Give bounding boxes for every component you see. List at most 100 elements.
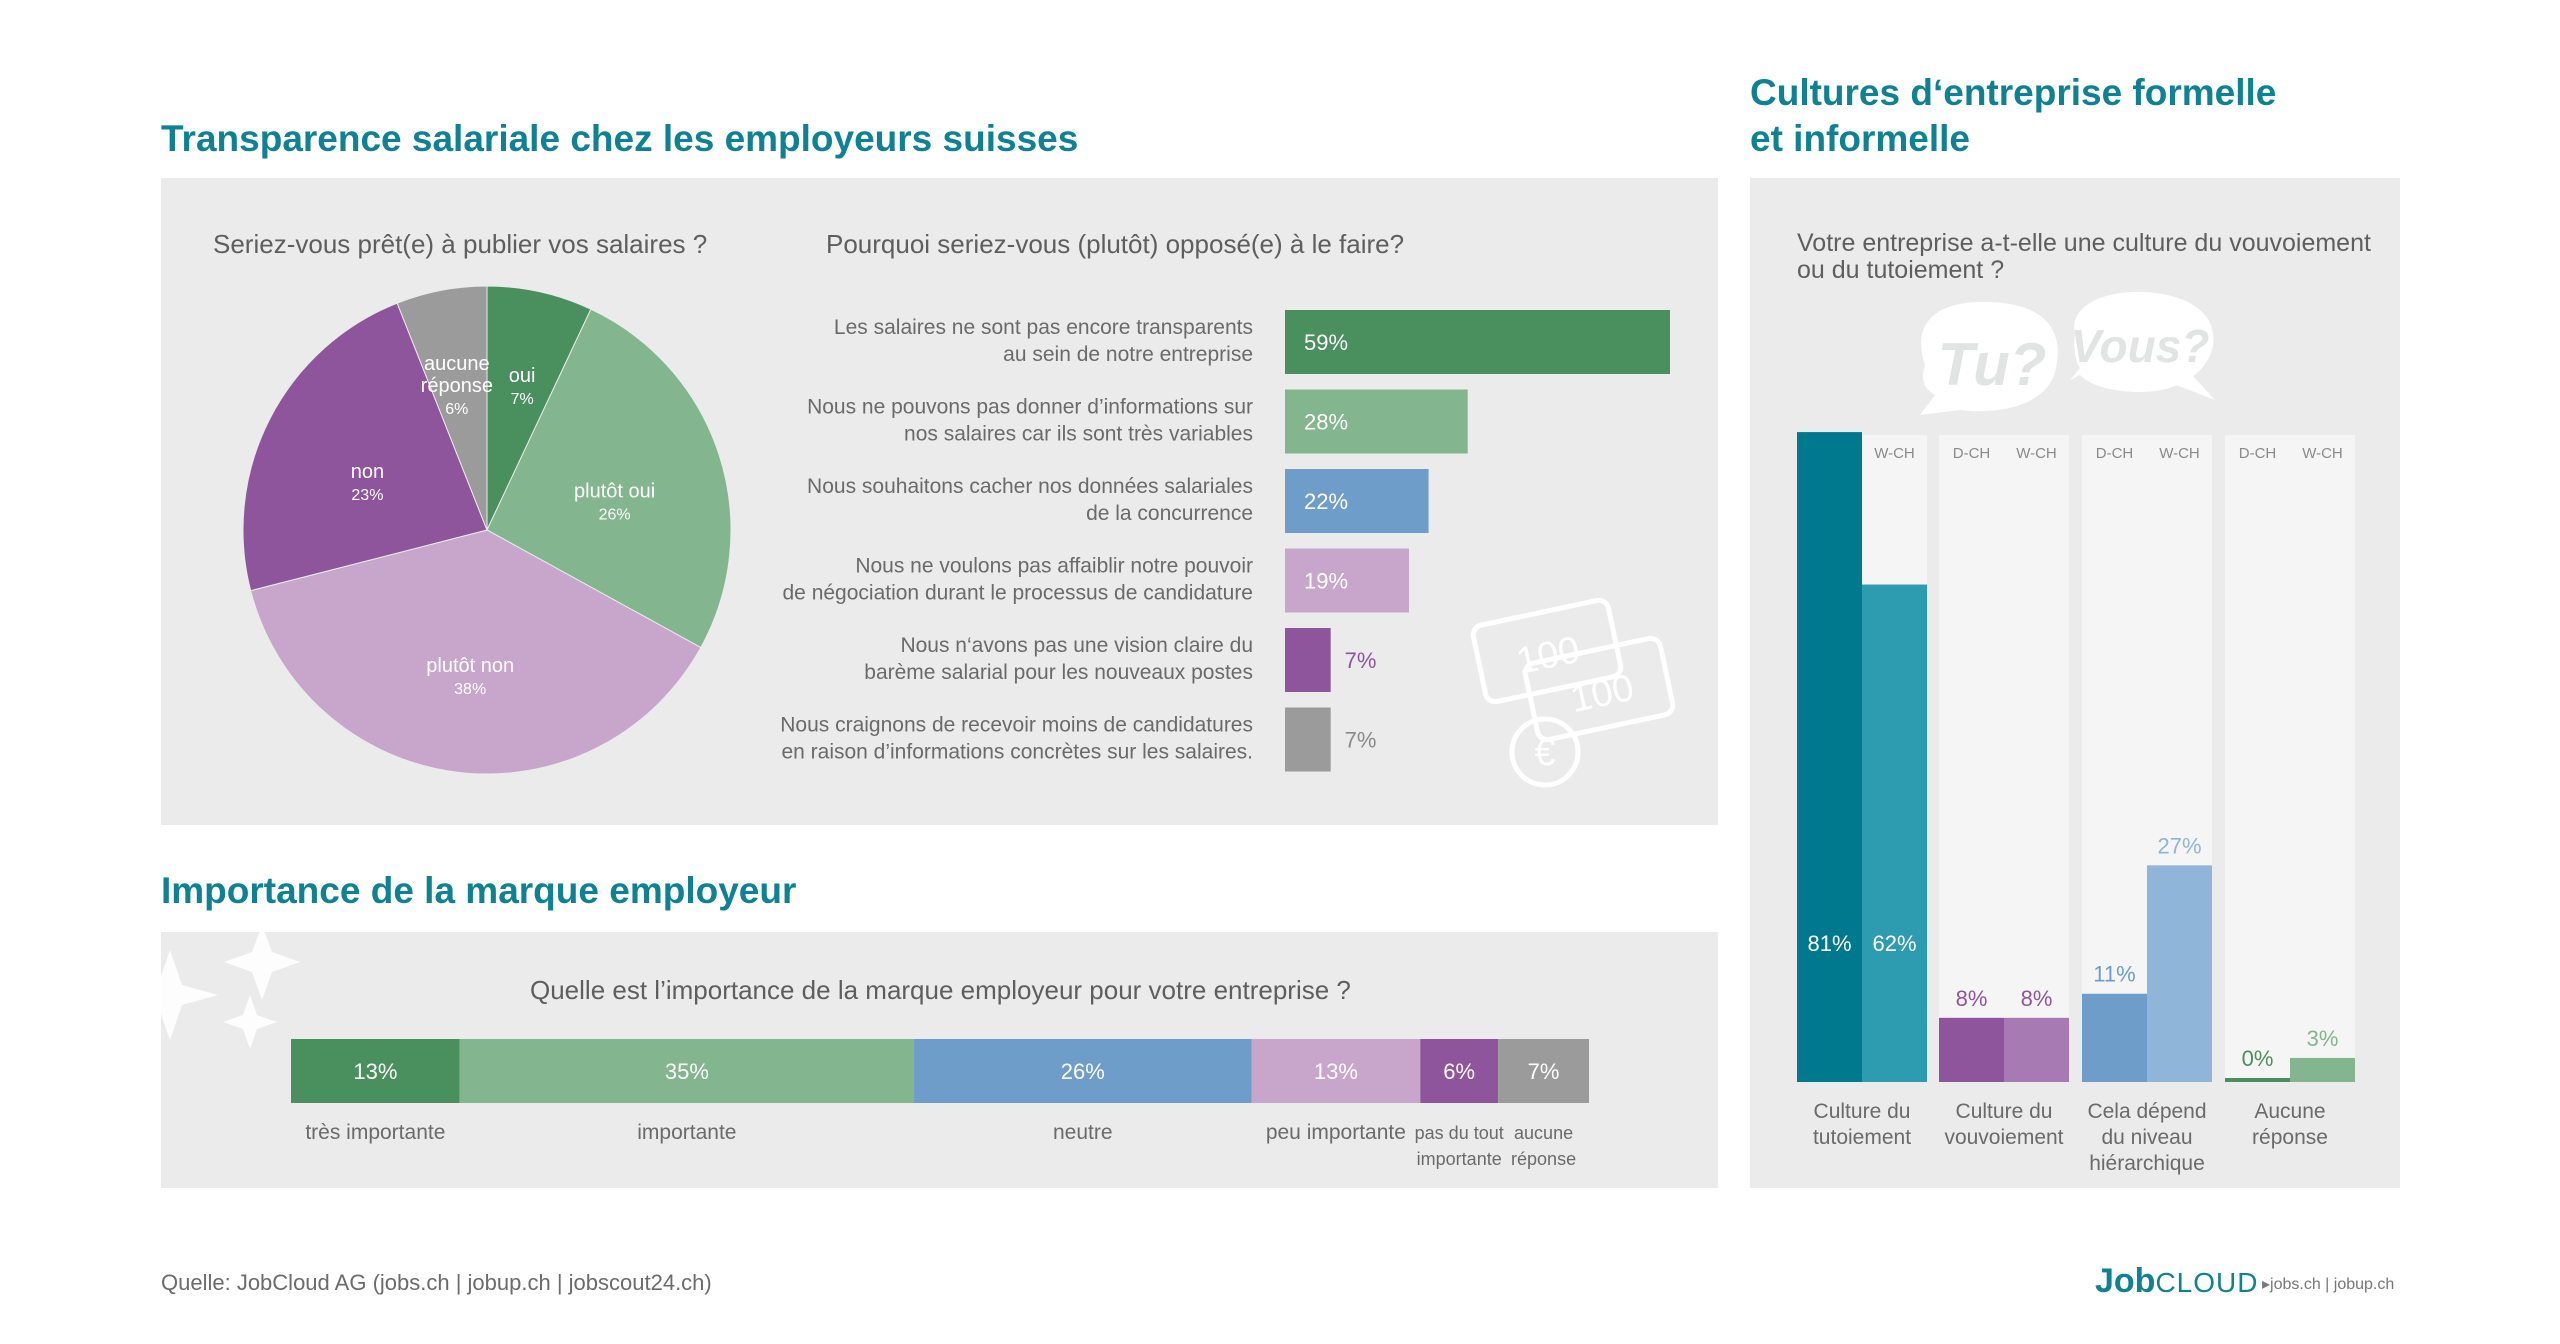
- segment-4: [1420, 1039, 1499, 1103]
- bar-label-2-1: de la concurrence: [1086, 502, 1253, 525]
- bar-label-0-0: Les salaires ne sont pas encore transpar…: [834, 316, 1253, 339]
- pie-value-2: 38%: [454, 681, 486, 698]
- bar-0: [1285, 310, 1670, 374]
- pie-value-1: 26%: [599, 507, 631, 524]
- title-transparency: Transparence salariale chez les employeu…: [161, 118, 1079, 159]
- stars-decoration: [122, 925, 300, 1049]
- pie-slice-0: [486, 285, 592, 531]
- reasons-bar-chart: 59% Les salaires ne sont pas encore trans…: [780, 310, 1670, 772]
- culture-bar-3-1: [2290, 1057, 2355, 1082]
- logo-job: Job: [2095, 1262, 2156, 1300]
- pie-value-3: 23%: [351, 487, 383, 504]
- bar-value-2: 22%: [1304, 489, 1348, 514]
- source-footer: Quelle: JobCloud AG (jobs.ch | jobup.ch …: [161, 1270, 712, 1295]
- pie-slice-3: [242, 302, 488, 592]
- money-note-2: 100: [1567, 667, 1638, 721]
- bar-label-1-0: Nous ne pouvons pas donner d’information…: [807, 396, 1253, 419]
- culture-column-bg-3: [2225, 435, 2355, 1082]
- segment-value-4: 6%: [1443, 1059, 1475, 1084]
- segment-label-4-1: importante: [1417, 1149, 1502, 1169]
- culture-bar-0-0: [1797, 432, 1862, 1082]
- bar-value-1: 28%: [1304, 410, 1348, 435]
- bubble-tu: [1920, 301, 2058, 415]
- culture-bar-3-0: [2225, 1078, 2290, 1082]
- culture-value-1-0: 8%: [1956, 986, 1988, 1011]
- culture-label-1-1: vouvoiement: [1944, 1126, 2063, 1149]
- money-note-1: 100: [1513, 629, 1584, 683]
- segment-5: [1498, 1039, 1589, 1103]
- culture-value-1-1: 8%: [2021, 986, 2053, 1011]
- pie-slice-2: [250, 529, 702, 775]
- title-culture: Cultures d‘entreprise formelle et inform…: [1750, 70, 2276, 162]
- culture-value-0-1: 62%: [1872, 931, 1916, 956]
- bar-value-5: 7%: [1345, 728, 1377, 753]
- bar-2: [1285, 469, 1429, 533]
- logo-cloud: CLOUD: [2155, 1267, 2259, 1298]
- culture-label-3-0: Aucune: [2254, 1100, 2325, 1123]
- pie-chart: oui 7% plutôt oui 26% plutôt non 38% non 23% auc…: [242, 285, 732, 775]
- segment-label-1-0: importante: [637, 1121, 736, 1144]
- culture-label-0-0: Culture du: [1814, 1100, 1911, 1123]
- segment-label-2-0: neutre: [1053, 1121, 1113, 1144]
- culture-value-3-0: 0%: [2242, 1046, 2274, 1071]
- culture-bar-1-1: [2004, 1017, 2069, 1082]
- question-why: Pourquoi seriez-vous (plutôt) opposé(e) …: [826, 229, 1405, 259]
- bubble-tu-text: Tu?: [1938, 331, 2047, 398]
- bar-label-5-1: en raison d’informations concrètes sur l…: [781, 741, 1253, 764]
- pie-label-2-0: plutôt non: [426, 655, 514, 677]
- culture-label-2-1: du niveau: [2101, 1126, 2192, 1149]
- speech-bubbles: [1920, 291, 2215, 415]
- culture-series-1-1: W-CH: [2016, 445, 2057, 462]
- bar-value-3: 19%: [1304, 569, 1348, 594]
- culture-series-2-0: D-CH: [2096, 445, 2134, 462]
- pie-value-0: 7%: [511, 391, 534, 408]
- title-brand: Importance de la marque employeur: [161, 870, 797, 911]
- bar-3: [1285, 548, 1409, 613]
- question-culture: Votre entreprise a-t-elle une culture du…: [1797, 230, 2371, 284]
- culture-label-3-1: réponse: [2252, 1126, 2328, 1149]
- bar-5: [1285, 707, 1331, 772]
- segment-label-4-0: pas du tout: [1415, 1123, 1504, 1143]
- brand-stacked-bar: 13% très importante 35% importante 26% neutre…: [291, 1039, 1589, 1169]
- segment-1: [459, 1039, 915, 1103]
- pie-label-1-0: plutôt oui: [574, 481, 655, 503]
- bar-1: [1285, 389, 1468, 454]
- culture-column-bg-1: [1939, 435, 2069, 1082]
- segment-label-3-0: peu importante: [1266, 1121, 1406, 1144]
- culture-series-0-1: W-CH: [1874, 445, 1915, 462]
- culture-bar-chart: D-CH W-CH 81% 62% Culture du tutoiement D-CH W-…: [1797, 432, 2355, 1175]
- segment-label-5-1: réponse: [1511, 1149, 1576, 1169]
- title-culture-line2: et informelle: [1750, 118, 1970, 159]
- culture-series-3-0: D-CH: [2239, 445, 2277, 462]
- bar-label-2-0: Nous souhaitons cacher nos données salar…: [807, 475, 1253, 498]
- segment-2: [914, 1039, 1252, 1103]
- money-decoration: [1470, 597, 1676, 788]
- segment-3: [1251, 1039, 1421, 1103]
- culture-series-1-0: D-CH: [1953, 445, 1991, 462]
- bar-value-0: 59%: [1304, 330, 1348, 355]
- culture-label-1-0: Culture du: [1956, 1100, 2053, 1123]
- segment-0: [291, 1039, 460, 1103]
- question-culture-line1: Votre entreprise a-t-elle une culture du…: [1797, 229, 2371, 257]
- culture-series-2-1: W-CH: [2159, 445, 2200, 462]
- question-brand: Quelle est l’importance de la marque emp…: [530, 975, 1351, 1005]
- bar-label-5-0: Nous craignons de recevoir moins de cand…: [780, 714, 1253, 737]
- segment-label-5-0: aucune: [1514, 1123, 1573, 1143]
- bar-label-4-1: barème salarial pour les nouveaux postes: [864, 661, 1253, 684]
- bar-value-4: 7%: [1345, 648, 1377, 673]
- money-coin: €: [1534, 732, 1555, 774]
- culture-bar-2-0: [2082, 993, 2147, 1082]
- pie-label-3-0: non: [351, 461, 384, 483]
- pie-label-4-1: réponse: [421, 375, 493, 397]
- pie-slice-4: [396, 285, 488, 531]
- segment-value-1: 35%: [665, 1059, 709, 1084]
- culture-bar-2-1: [2147, 865, 2212, 1082]
- culture-value-2-0: 11%: [2093, 962, 2135, 987]
- pie-value-4: 6%: [445, 401, 468, 418]
- segment-value-2: 26%: [1061, 1059, 1105, 1084]
- bubble-vous: [2070, 291, 2214, 392]
- culture-label-2-0: Cela dépend: [2087, 1100, 2206, 1123]
- bar-label-4-0: Nous n‘avons pas une vision claire du: [900, 634, 1253, 657]
- bar-label-3-0: Nous ne voulons pas affaiblir notre pouv…: [855, 555, 1253, 578]
- bar-label-3-1: de négociation durant le processus de ca…: [783, 582, 1254, 605]
